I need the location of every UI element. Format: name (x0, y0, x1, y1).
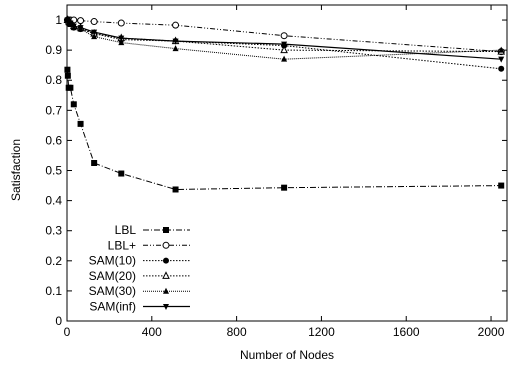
legend-item: SAM(30) (89, 284, 190, 298)
legend-marker (162, 271, 170, 279)
legend-item: SAM(inf) (89, 300, 190, 314)
plot-border (66, 4, 508, 322)
y-tick-label: 0.6 (45, 133, 62, 147)
series-line (66, 69, 502, 191)
data-point (281, 41, 288, 48)
data-point (117, 19, 125, 27)
series-layer (63, 15, 506, 193)
y-tick-label: 0 (55, 314, 62, 328)
data-point (118, 39, 125, 46)
legend-marker (163, 304, 169, 310)
legend-item: SAM(10) (89, 254, 190, 268)
legend-label: LBL (115, 223, 137, 237)
data-point (64, 66, 71, 73)
data-point (172, 45, 179, 52)
data-point (64, 72, 71, 79)
legend-label: SAM(20) (89, 269, 136, 283)
legend-item: LBL (115, 223, 190, 237)
y-tick-label: 0.9 (45, 43, 62, 57)
x-tick-label: 800 (227, 325, 247, 339)
data-point (172, 21, 180, 29)
x-axis-ticks: 0 400 800 1200 1600 2000 (64, 5, 505, 339)
legend-marker (163, 227, 169, 233)
data-point (91, 160, 98, 166)
data-point (172, 186, 179, 193)
y-tick-label: 0.8 (45, 73, 62, 87)
x-tick-label: 2000 (478, 325, 505, 339)
data-point (77, 17, 85, 25)
legend-item: LBL+ (108, 238, 190, 252)
legend-label: SAM(inf) (89, 300, 136, 314)
data-point (77, 120, 84, 127)
data-point (91, 33, 98, 40)
axes-frame (66, 4, 508, 322)
x-tick-label: 1200 (308, 325, 335, 339)
data-point (172, 38, 179, 45)
data-point (70, 101, 77, 108)
data-point (67, 84, 74, 91)
data-point (70, 23, 77, 30)
y-tick-label: 0.5 (45, 164, 62, 178)
legend-label: SAM(30) (89, 284, 136, 298)
y-tick-label: 0.2 (45, 254, 62, 268)
data-point (118, 35, 125, 42)
legend-label: LBL+ (108, 238, 136, 252)
data-point (118, 170, 125, 177)
data-point (90, 18, 98, 26)
y-tick-label: 0.1 (45, 284, 62, 298)
legend-marker (162, 241, 170, 249)
data-point (498, 46, 505, 53)
data-point (281, 55, 288, 62)
data-point (498, 182, 505, 189)
data-point (281, 184, 288, 191)
y-tick-label: 0.3 (45, 224, 62, 238)
data-point (498, 65, 505, 72)
y-axis-label: Satisfaction (9, 139, 23, 201)
series-sam-inf- (64, 17, 505, 63)
y-axis-ticks: 0 0.1 0.2 0.3 0.4 0.5 0.6 0.7 0.8 0.9 1 (45, 13, 507, 328)
data-point (498, 56, 505, 63)
legend-marker (163, 287, 169, 294)
data-point (280, 45, 288, 54)
x-tick-label: 400 (142, 325, 162, 339)
data-point (280, 32, 288, 40)
y-tick-label: 1 (55, 13, 62, 27)
legend-item: SAM(20) (89, 269, 190, 283)
data-point (91, 29, 98, 36)
x-tick-label: 0 (64, 325, 71, 339)
y-tick-label: 0.4 (45, 194, 62, 208)
legend-label: SAM(10) (89, 254, 136, 268)
x-axis-label: Number of Nodes (240, 348, 334, 362)
y-tick-label: 0.7 (45, 103, 62, 117)
series-lbl (64, 66, 505, 193)
x-tick-label: 1600 (393, 325, 420, 339)
legend-marker (163, 257, 169, 264)
data-point (77, 25, 84, 32)
data-point (67, 20, 74, 27)
